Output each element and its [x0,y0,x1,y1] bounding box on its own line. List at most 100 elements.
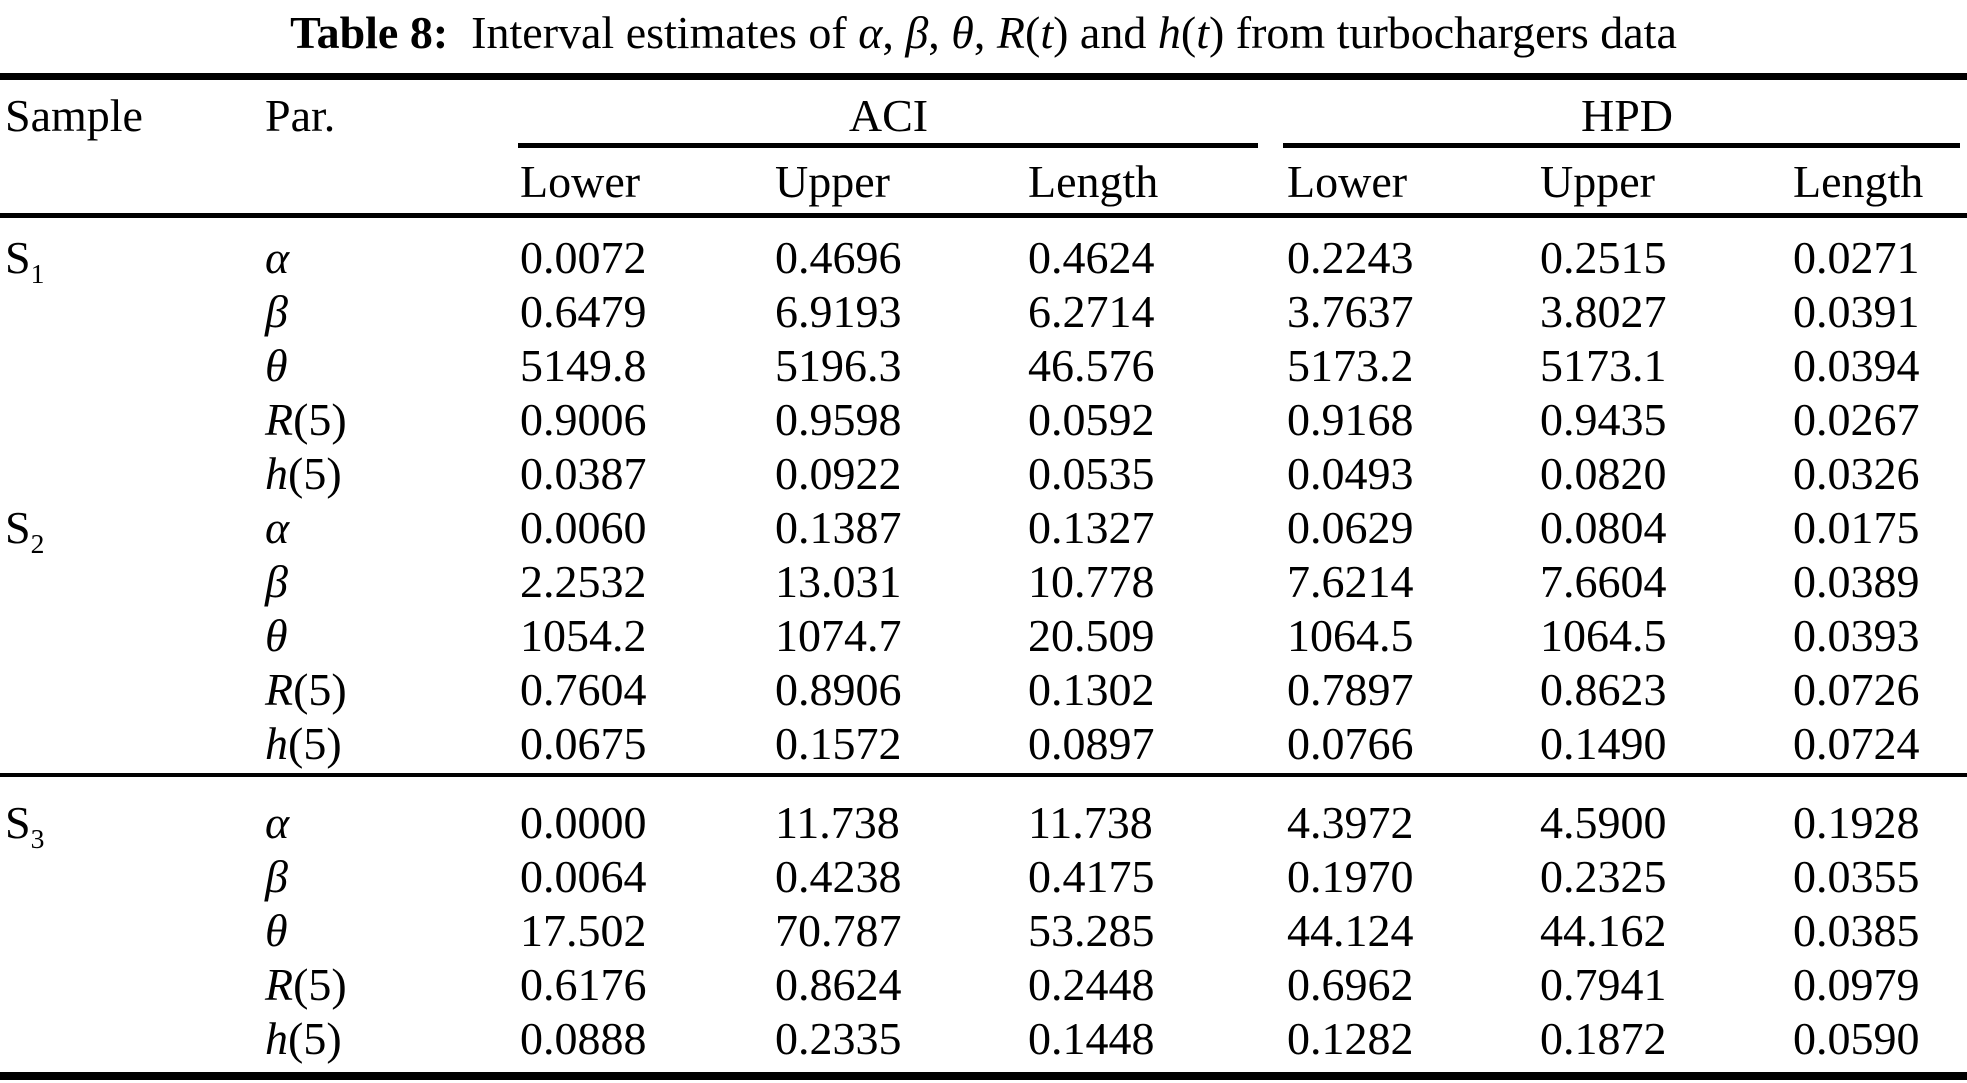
parameter-label: θ [265,904,520,958]
value-cell: 0.1282 [1287,1013,1414,1064]
text-segment: θ [265,610,288,661]
value-cell: 0.2243 [1287,232,1414,283]
parameter-label: α [265,796,520,850]
column-header-hpd-lower: Lower [1287,156,1408,207]
sample-spacer [0,447,265,501]
value-cell: 70.787 [775,905,902,956]
value-cell: 0.1928 [1793,797,1920,848]
column-header-hpd-upper: Upper [1540,156,1655,207]
text-segment: β [265,851,288,902]
parameter-label: h(5) [265,1012,520,1066]
value-cell: 0.0326 [1793,448,1920,499]
sample-base: S [5,502,31,553]
value-cell: 0.1302 [1028,664,1155,715]
sample-spacer [0,904,265,958]
column-group-header-aci: ACI [848,90,929,141]
value-cell: 5196.3 [775,340,902,391]
value-cell: 0.0385 [1793,905,1920,956]
sample-spacer [0,850,265,904]
value-cell: 0.0535 [1028,448,1155,499]
value-cell: 5173.2 [1287,340,1414,391]
column-group-header-hpd: HPD [1580,90,1674,141]
text-segment: ) from turbochargers data [1208,7,1677,58]
bottom-rule [0,1072,1967,1080]
header-spacer [265,154,520,210]
text-segment: α [265,232,290,283]
text-segment: (5) [293,394,347,445]
text-segment: θ [951,7,974,58]
value-cell: 6.9193 [775,286,902,337]
sample-spacer [0,393,265,447]
value-cell: 0.2335 [775,1013,902,1064]
value-cell: 44.124 [1287,905,1414,956]
sample-spacer [0,717,265,771]
parameter-label: R(5) [265,393,520,447]
value-cell: 3.7637 [1287,286,1414,337]
text-segment: (5) [288,1013,342,1064]
value-cell: 0.0175 [1793,502,1920,553]
sample-label: S3 [0,796,265,852]
parameter-label: h(5) [265,447,520,501]
value-cell: 0.0389 [1793,556,1920,607]
text-segment: R [265,959,294,1010]
value-cell: 0.0000 [520,797,647,848]
parameter-label: β [265,285,520,339]
value-cell: 0.7941 [1540,959,1667,1010]
value-cell: 0.9598 [775,394,902,445]
value-cell: 0.0271 [1793,232,1920,283]
value-cell: 0.8623 [1540,664,1667,715]
top-rule [0,73,1967,80]
value-cell: 0.0629 [1287,502,1414,553]
parameter-label: β [265,850,520,904]
value-cell: 4.3972 [1287,797,1414,848]
text-segment: θ [265,340,288,391]
value-cell: 0.7897 [1287,664,1414,715]
text-segment: t [1196,7,1209,58]
value-cell: 0.0387 [520,448,647,499]
sample-base: S [5,797,31,848]
value-cell: 0.9168 [1287,394,1414,445]
value-cell: 0.1572 [775,718,902,769]
sample-spacer [0,958,265,1012]
header-spacer [0,154,265,210]
value-cell: 0.0675 [520,718,647,769]
column-header-aci-upper: Upper [775,156,890,207]
value-cell: 17.502 [520,905,647,956]
value-cell: 0.0592 [1028,394,1155,445]
value-cell: 0.0355 [1793,851,1920,902]
value-cell: 0.0064 [520,851,647,902]
parameter-label: α [265,231,520,285]
parameter-label: θ [265,339,520,393]
value-cell: 0.0766 [1287,718,1414,769]
value-cell: 0.6962 [1287,959,1414,1010]
value-cell: 7.6604 [1540,556,1667,607]
text-segment: t [1040,7,1054,58]
column-header-sample: Sample [5,90,143,141]
value-cell: 0.8906 [775,664,902,715]
value-cell: 0.0726 [1793,664,1920,715]
value-cell: 10.778 [1028,556,1155,607]
text-segment: β [265,286,288,337]
text-segment: θ [265,905,288,956]
parameter-label: β [265,555,520,609]
column-header-aci-lower: Lower [520,156,641,207]
value-cell: 7.6214 [1287,556,1414,607]
value-cell: 6.2714 [1028,286,1155,337]
text-segment: (5) [293,959,347,1010]
text-segment: h [265,448,288,499]
value-cell: 1074.7 [775,610,902,661]
sample-spacer [0,1012,265,1066]
text-segment: α [858,7,883,58]
text-segment: (5) [293,664,347,715]
text-segment: h [265,1013,288,1064]
parameter-label: θ [265,609,520,663]
value-cell: 0.6176 [520,959,647,1010]
value-cell: 0.4696 [775,232,902,283]
value-cell: 0.1970 [1287,851,1414,902]
value-cell: 44.162 [1540,905,1667,956]
value-cell: 0.0394 [1793,340,1920,391]
value-cell: 1064.5 [1287,610,1414,661]
text-segment: R [996,7,1025,58]
value-cell: 5173.1 [1540,340,1667,391]
value-cell: 0.0922 [775,448,902,499]
